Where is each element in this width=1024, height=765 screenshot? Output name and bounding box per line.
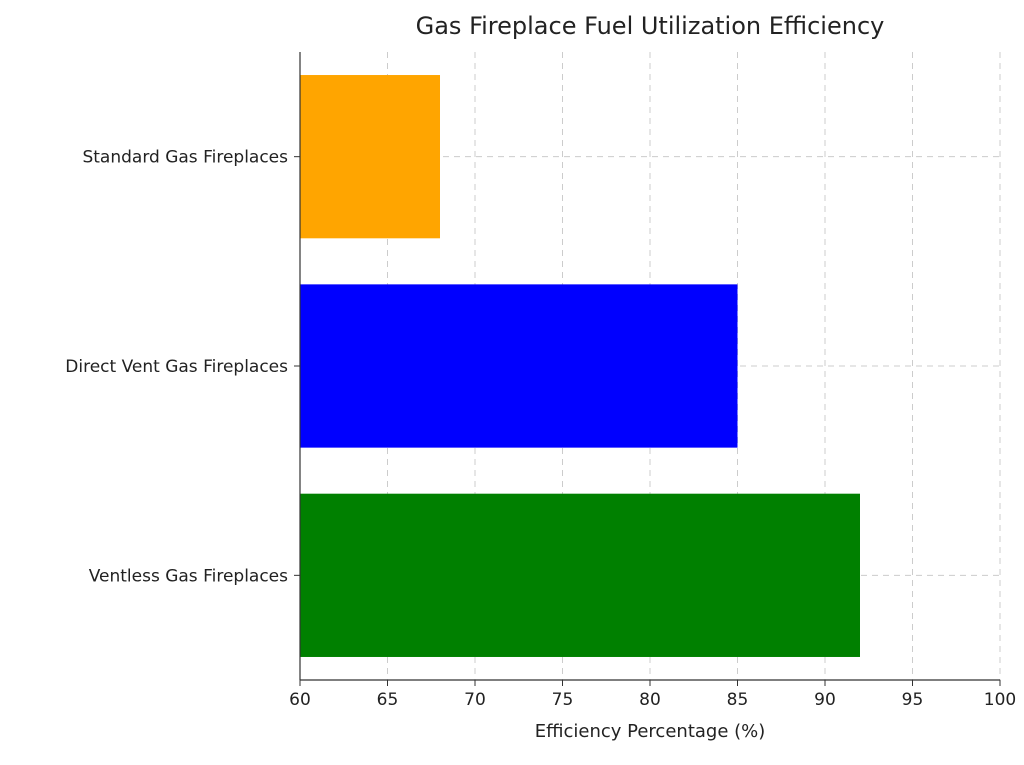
bar bbox=[300, 284, 738, 447]
x-tick-label: 80 bbox=[639, 690, 661, 710]
x-tick-label: 60 bbox=[289, 690, 311, 710]
x-tick-label: 75 bbox=[552, 690, 574, 710]
x-tick-label: 65 bbox=[377, 690, 399, 710]
x-tick-label: 95 bbox=[902, 690, 924, 710]
bar bbox=[300, 75, 440, 238]
x-tick-label: 85 bbox=[727, 690, 749, 710]
x-tick-label: 90 bbox=[814, 690, 836, 710]
chart-title: Gas Fireplace Fuel Utilization Efficienc… bbox=[416, 12, 885, 40]
bar bbox=[300, 494, 860, 657]
y-tick-label: Direct Vent Gas Fireplaces bbox=[65, 357, 288, 377]
chart-svg: 60 65 70 75 80 85 90 95 100 Standard Gas Fireplac… bbox=[0, 0, 1024, 765]
chart-container: 60 65 70 75 80 85 90 95 100 Standard Gas Fireplac… bbox=[0, 0, 1024, 765]
y-tick-label: Standard Gas Fireplaces bbox=[82, 148, 288, 168]
x-tick-label: 100 bbox=[984, 690, 1016, 710]
y-tick-label: Ventless Gas Fireplaces bbox=[89, 566, 288, 586]
x-tick-label: 70 bbox=[464, 690, 486, 710]
x-axis-label: Efficiency Percentage (%) bbox=[535, 721, 766, 742]
